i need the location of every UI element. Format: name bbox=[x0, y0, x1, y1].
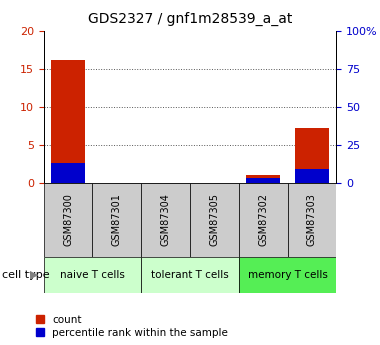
Bar bbox=[44, 257, 141, 293]
Bar bbox=[141, 257, 239, 293]
Bar bbox=[141, 183, 190, 257]
Bar bbox=[246, 175, 280, 183]
Bar bbox=[92, 183, 141, 257]
Text: cell type: cell type bbox=[2, 270, 49, 280]
Bar bbox=[239, 183, 288, 257]
Bar bbox=[44, 183, 92, 257]
Bar bbox=[239, 257, 336, 293]
Bar bbox=[246, 178, 280, 183]
Text: GSM87304: GSM87304 bbox=[161, 194, 171, 246]
Bar bbox=[288, 183, 336, 257]
Bar bbox=[190, 183, 239, 257]
Text: GSM87303: GSM87303 bbox=[307, 194, 317, 246]
Bar bbox=[51, 60, 85, 183]
Bar bbox=[295, 169, 329, 183]
Text: memory T cells: memory T cells bbox=[248, 270, 328, 280]
Text: tolerant T cells: tolerant T cells bbox=[151, 270, 229, 280]
Bar bbox=[295, 128, 329, 183]
Legend: count, percentile rank within the sample: count, percentile rank within the sample bbox=[36, 315, 228, 338]
Text: GSM87305: GSM87305 bbox=[209, 194, 219, 246]
Text: GSM87302: GSM87302 bbox=[258, 194, 268, 246]
Text: ▶: ▶ bbox=[30, 270, 38, 280]
Text: naive T cells: naive T cells bbox=[60, 270, 125, 280]
Bar bbox=[51, 163, 85, 183]
Text: GDS2327 / gnf1m28539_a_at: GDS2327 / gnf1m28539_a_at bbox=[88, 12, 292, 26]
Text: GSM87301: GSM87301 bbox=[112, 194, 122, 246]
Text: GSM87300: GSM87300 bbox=[63, 194, 73, 246]
